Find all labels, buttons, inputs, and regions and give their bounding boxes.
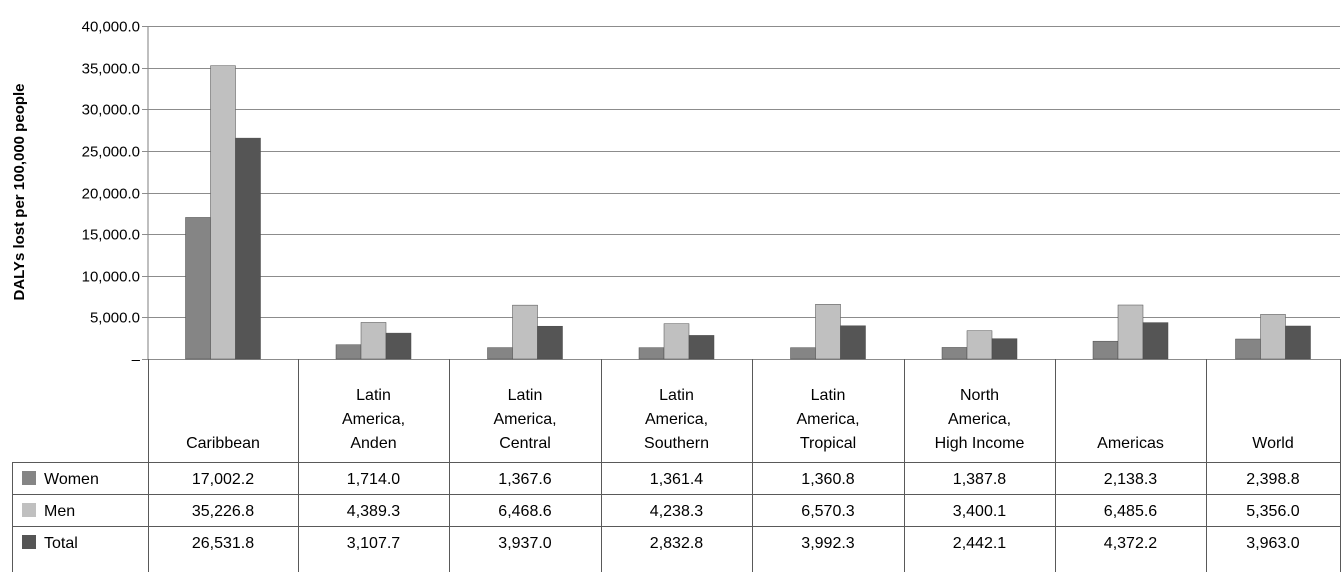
data-label: 6,468.6 (498, 503, 551, 520)
data-label: 2,832.8 (650, 535, 703, 552)
category-label: Americas (1097, 435, 1164, 452)
bar-total (385, 332, 412, 360)
bar-men (360, 322, 387, 360)
series-name: Men (44, 503, 75, 520)
legend-key-total (22, 535, 36, 549)
data-label: 3,963.0 (1246, 535, 1299, 552)
y-tick-label: 15,000.0 (82, 227, 140, 244)
bar-women (335, 344, 362, 360)
gridlines (142, 26, 1340, 360)
data-label: 6,570.3 (801, 503, 854, 520)
bar-total (1142, 322, 1169, 360)
series-name: Total (44, 535, 78, 552)
legend-key-women (22, 471, 36, 485)
data-label: 3,400.1 (953, 503, 1006, 520)
y-axis-ticks: – 5,000.0 10,000.0 15,000.0 20,000.0 25,000.0… (82, 19, 141, 369)
category-label: Caribbean (186, 435, 260, 452)
category-label: Latin America, Tropical (796, 387, 859, 452)
bar-men (512, 304, 538, 360)
data-label: 4,238.3 (650, 503, 703, 520)
bar-women (1092, 340, 1119, 360)
y-tick-label: 25,000.0 (82, 144, 140, 161)
y-tick-label: 40,000.0 (82, 19, 140, 36)
y-tick-label: 10,000.0 (82, 269, 140, 286)
bar-total (235, 137, 261, 360)
bar-men (815, 304, 841, 360)
data-label: 2,138.3 (1104, 471, 1157, 488)
data-label: 5,356.0 (1246, 503, 1299, 520)
bar-men (966, 330, 993, 360)
category-label: Latin America, Southern (644, 387, 709, 452)
bar-women (790, 347, 816, 360)
bar-total (840, 325, 866, 360)
bar-women (1235, 338, 1261, 360)
data-label: 2,442.1 (953, 535, 1006, 552)
bar-men (663, 323, 690, 360)
data-label: 3,937.0 (498, 535, 551, 552)
bar-women (638, 347, 665, 360)
data-label: 26,531.8 (192, 535, 254, 552)
bar-total (1285, 325, 1311, 360)
bar-women (941, 347, 968, 360)
bar-men (1117, 304, 1144, 360)
data-label: 4,372.2 (1104, 535, 1157, 552)
y-tick-label: 20,000.0 (82, 186, 140, 203)
data-label: 2,398.8 (1246, 471, 1299, 488)
category-label: North America, High Income (935, 387, 1025, 452)
y-tick-label: 30,000.0 (82, 102, 140, 119)
bar-total (991, 338, 1018, 360)
series-name: Women (44, 471, 99, 488)
category-label: Latin America, Anden (342, 387, 405, 452)
category-label: World (1252, 435, 1294, 452)
legend-key-men (22, 503, 36, 517)
data-label: 1,714.0 (347, 471, 400, 488)
data-label: 1,360.8 (801, 471, 854, 488)
data-label: 35,226.8 (192, 503, 254, 520)
data-label: 3,107.7 (347, 535, 400, 552)
bar-men (1260, 314, 1286, 360)
bars (185, 65, 1311, 360)
data-label: 3,992.3 (801, 535, 854, 552)
bar-total (688, 335, 715, 360)
y-tick-label: – (132, 352, 141, 369)
category-label: Latin America, Central (493, 387, 556, 452)
data-label: 17,002.2 (192, 471, 254, 488)
data-table: Caribbean Latin America, Anden Latin America,… (12, 359, 1341, 572)
data-label: 6,485.6 (1104, 503, 1157, 520)
bar-women (185, 217, 211, 360)
y-axis-title: DALYs lost per 100,000 people (11, 83, 28, 300)
bar-total (537, 325, 563, 360)
data-label: 1,367.6 (498, 471, 551, 488)
data-label: 1,361.4 (650, 471, 703, 488)
bar-men (210, 65, 236, 360)
y-tick-label: 5,000.0 (90, 310, 140, 327)
y-tick-label: 35,000.0 (82, 61, 140, 78)
data-label: 4,389.3 (347, 503, 400, 520)
bar-women (487, 347, 513, 360)
data-label: 1,387.8 (953, 471, 1006, 488)
